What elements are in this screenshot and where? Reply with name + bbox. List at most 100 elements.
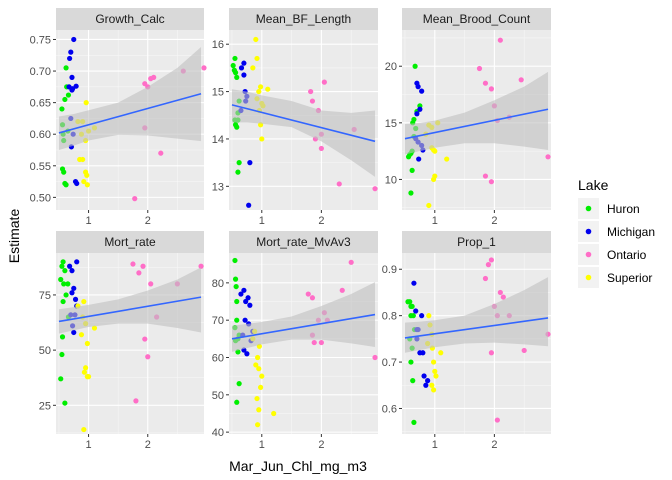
point-superior — [265, 86, 271, 92]
point-ontario — [336, 181, 342, 187]
y-tick-label: 0.75 — [30, 34, 51, 46]
x-tick-label: 2 — [145, 215, 151, 227]
point-huron — [59, 263, 65, 269]
point-michigan — [415, 84, 421, 90]
y-tick-label: 50 — [212, 390, 224, 402]
point-ontario — [145, 354, 151, 360]
point-huron — [60, 298, 66, 305]
legend-title: Lake — [578, 177, 609, 193]
point-michigan — [241, 287, 247, 293]
point-superior — [432, 368, 438, 374]
point-ontario — [309, 98, 316, 104]
point-superior — [85, 374, 92, 380]
point-huron — [234, 317, 240, 323]
panel-4-strip — [56, 231, 204, 253]
y-tick-label: 0.60 — [30, 129, 51, 141]
point-huron — [60, 259, 66, 265]
legend-key-superior — [585, 274, 592, 281]
legend-key-michigan — [585, 228, 592, 235]
point-superior — [254, 395, 260, 402]
point-ontario — [476, 65, 483, 72]
point-superior — [81, 178, 87, 185]
point-huron — [235, 169, 241, 175]
point-michigan — [71, 36, 77, 43]
point-superior — [257, 384, 264, 390]
y-tick-label: 80 — [212, 278, 224, 290]
point-huron — [65, 92, 72, 98]
point-ontario — [321, 79, 327, 85]
point-huron — [411, 419, 417, 425]
point-ontario — [500, 294, 506, 300]
panel-2-strip-title: Mean_BF_Length — [256, 12, 351, 26]
point-ontario — [494, 417, 500, 423]
legend-label: Michigan — [607, 225, 655, 239]
y-tick-label: 0.8 — [382, 311, 397, 323]
point-huron — [234, 298, 240, 305]
point-ontario — [497, 289, 503, 296]
y-tick-label: 0.50 — [30, 192, 51, 204]
panel-1-strip-title: Growth_Calc — [95, 12, 164, 26]
point-huron — [63, 292, 69, 298]
point-michigan — [421, 373, 427, 379]
point-superior — [259, 136, 265, 142]
panel-4-confidence-band — [58, 267, 202, 334]
panel-3-y-axis: 10 15 20 — [385, 61, 402, 186]
point-ontario — [318, 339, 324, 346]
point-michigan — [244, 351, 250, 357]
point-huron — [232, 276, 239, 282]
point-huron — [232, 70, 239, 76]
point-michigan — [71, 285, 77, 291]
point-michigan — [241, 72, 247, 78]
point-ontario — [488, 350, 494, 356]
legend-item-huron: Huron — [578, 198, 640, 219]
x-tick-label: 1 — [85, 439, 91, 451]
point-ontario — [485, 262, 492, 268]
panel-3-strip-title: Mean_Brood_Count — [423, 12, 531, 26]
point-michigan — [69, 268, 75, 274]
point-michigan — [71, 329, 77, 336]
point-ontario — [518, 77, 524, 83]
y-tick-label: 50 — [39, 345, 51, 357]
point-ontario — [339, 287, 345, 293]
point-superior — [78, 332, 85, 338]
point-superior — [253, 362, 259, 368]
point-michigan — [413, 308, 419, 314]
point-superior — [84, 182, 90, 188]
point-huron — [63, 182, 69, 188]
point-superior — [83, 100, 89, 106]
panel-6-strip-title: Prop_1 — [457, 235, 496, 249]
point-huron — [410, 313, 416, 319]
point-michigan — [245, 295, 251, 301]
x-tick-label: 1 — [259, 439, 265, 451]
point-michigan — [67, 55, 73, 62]
point-huron — [233, 283, 239, 290]
point-huron — [58, 276, 64, 283]
point-ontario — [545, 154, 551, 160]
panel-5-confidence-band — [231, 282, 376, 352]
point-superior — [256, 407, 262, 413]
point-ontario — [142, 336, 148, 342]
panel-2-strip — [229, 8, 378, 30]
point-superior — [253, 36, 259, 43]
y-tick-label: 13 — [212, 181, 224, 193]
panel-1-trend-line — [58, 93, 202, 134]
y-tick-label: 70 — [212, 315, 224, 327]
x-tick-label: 1 — [432, 215, 438, 227]
point-michigan — [242, 317, 248, 323]
point-superior — [250, 65, 256, 71]
legend-item-ontario: Ontario — [578, 244, 647, 265]
point-ontario — [201, 65, 207, 71]
point-superior — [81, 426, 87, 433]
point-huron — [411, 116, 417, 123]
y-tick-label: 0.7 — [382, 357, 397, 369]
point-michigan — [243, 298, 249, 305]
y-tick-label: 15 — [385, 118, 397, 130]
x-tick-label: 2 — [491, 215, 497, 227]
point-superior — [256, 88, 262, 95]
point-superior — [84, 340, 90, 347]
point-michigan — [414, 111, 420, 117]
point-huron — [62, 268, 68, 274]
point-huron — [234, 124, 240, 130]
y-tick-label: 25 — [39, 400, 51, 412]
